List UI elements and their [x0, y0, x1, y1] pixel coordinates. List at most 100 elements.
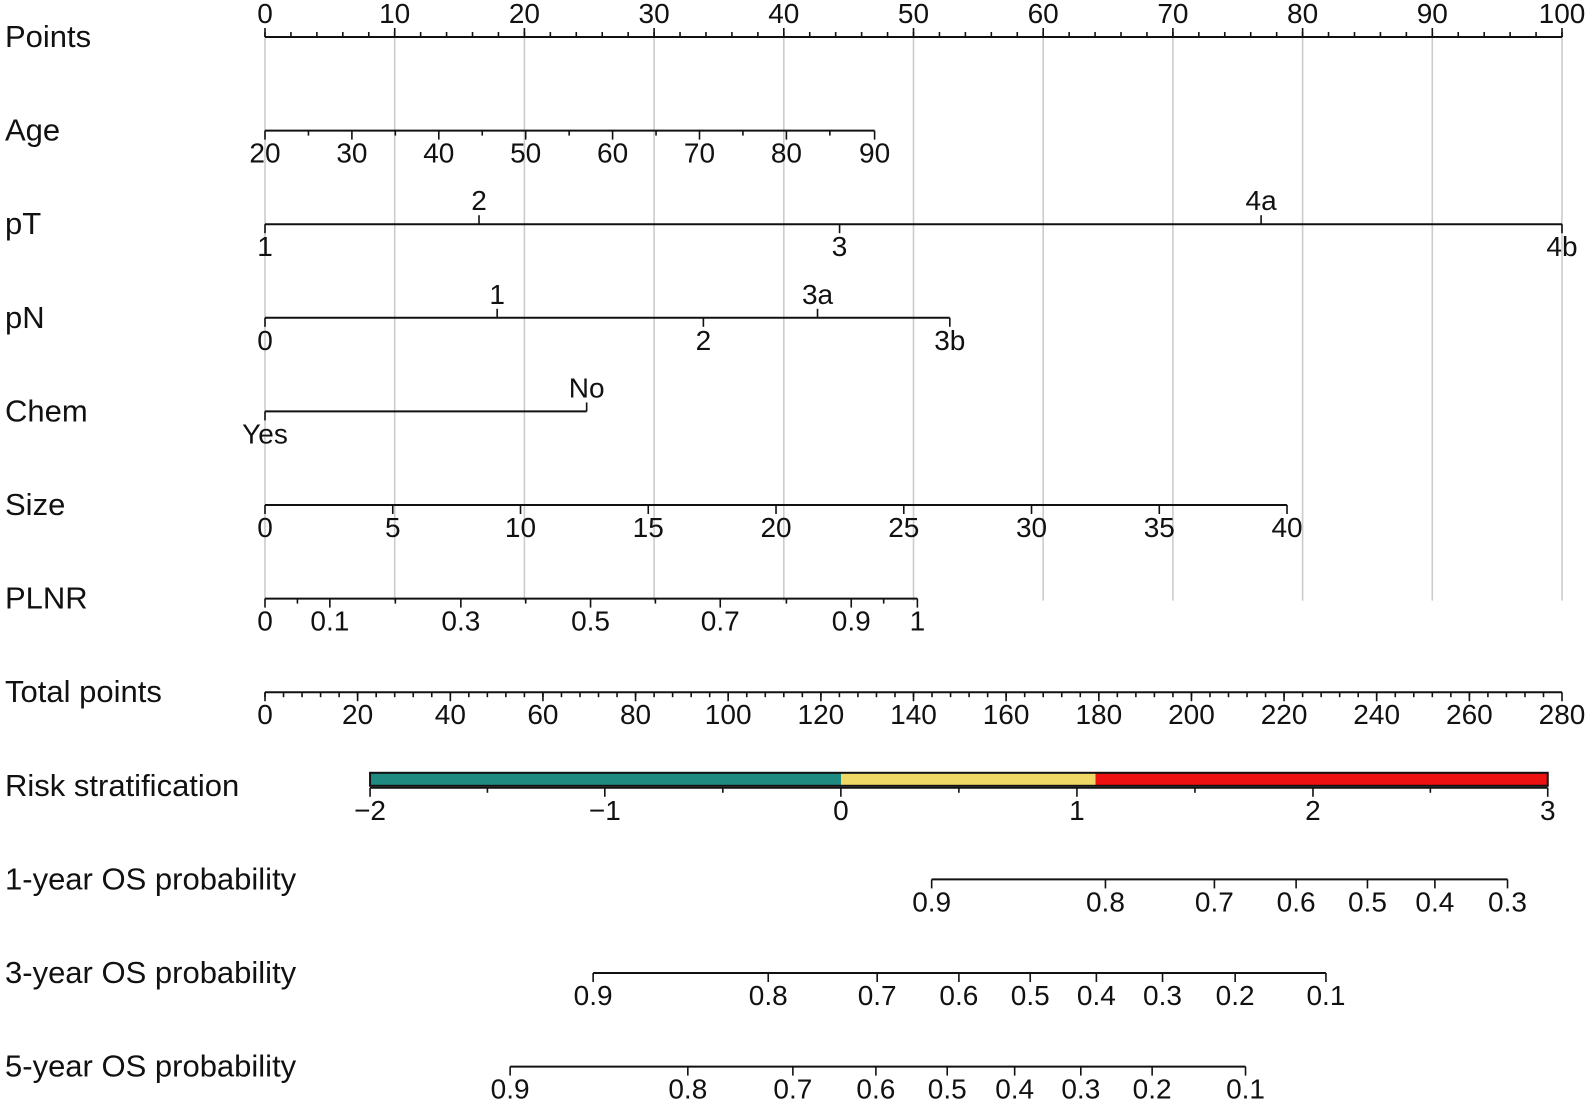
tick-label-age: 30: [336, 138, 367, 169]
tick-label-size: 20: [760, 512, 791, 543]
row-label-pn: pN: [5, 300, 45, 335]
risk-bar-border: [369, 771, 1549, 787]
tick-label-pn: 1: [489, 279, 505, 310]
risk-band: [841, 772, 1096, 786]
tick-label-pt: 3: [832, 231, 848, 262]
tick-label-points: 0: [257, 0, 273, 29]
tick-label-pt: 4a: [1246, 185, 1278, 216]
tick-label-points: 100: [1539, 0, 1586, 29]
tick-label-risk: 3: [1540, 795, 1556, 826]
tick-label-total: 20: [342, 699, 373, 730]
tick-label-size: 5: [385, 512, 401, 543]
tick-label-pn: 3a: [802, 279, 834, 310]
tick-label-os3: 0.9: [574, 980, 613, 1011]
tick-label-os3: 0.7: [858, 980, 897, 1011]
tick-label-total: 260: [1446, 699, 1493, 730]
tick-label-os5: 0.8: [668, 1074, 707, 1105]
row-label-os1: 1-year OS probability: [5, 861, 297, 896]
tick-label-os1: 0.5: [1348, 886, 1387, 917]
tick-label-points: 60: [1028, 0, 1059, 29]
tick-label-age: 20: [249, 138, 280, 169]
risk-band: [370, 772, 842, 786]
tick-label-age: 50: [510, 138, 541, 169]
tick-label-plnr: 0.3: [441, 606, 480, 637]
tick-label-total: 60: [527, 699, 558, 730]
tick-label-pt: 4b: [1546, 231, 1577, 262]
row-label-size: Size: [5, 487, 65, 522]
row-label-os5: 5-year OS probability: [5, 1049, 297, 1084]
tick-label-total: 160: [983, 699, 1030, 730]
tick-label-chem: No: [569, 372, 605, 403]
tick-label-pt: 2: [471, 185, 487, 216]
tick-label-size: 25: [888, 512, 919, 543]
tick-label-os3: 0.1: [1306, 980, 1345, 1011]
tick-label-os1: 0.6: [1277, 886, 1316, 917]
row-label-plnr: PLNR: [5, 581, 88, 616]
tick-label-pn: 0: [257, 325, 273, 356]
row-label-pt: pT: [5, 206, 41, 241]
tick-label-pn: 2: [696, 325, 712, 356]
tick-label-age: 60: [597, 138, 628, 169]
tick-label-points: 40: [768, 0, 799, 29]
tick-label-os3: 0.2: [1216, 980, 1255, 1011]
tick-label-points: 10: [379, 0, 410, 29]
tick-label-points: 70: [1157, 0, 1188, 29]
tick-label-plnr: 0: [257, 606, 273, 637]
tick-label-total: 280: [1539, 699, 1586, 730]
tick-label-points: 20: [509, 0, 540, 29]
tick-label-os5: 0.5: [928, 1074, 967, 1105]
tick-label-points: 50: [898, 0, 929, 29]
row-label-os3: 3-year OS probability: [5, 955, 297, 990]
tick-label-total: 140: [890, 699, 937, 730]
row-label-age: Age: [5, 113, 60, 148]
tick-label-total: 200: [1168, 699, 1215, 730]
tick-label-pn: 3b: [934, 325, 965, 356]
tick-label-plnr: 0.1: [310, 606, 349, 637]
tick-label-os5: 0.6: [856, 1074, 895, 1105]
tick-label-total: 120: [798, 699, 845, 730]
tick-label-plnr: 0.7: [701, 606, 740, 637]
tick-label-os1: 0.7: [1195, 886, 1234, 917]
tick-label-os1: 0.3: [1488, 886, 1527, 917]
tick-label-size: 35: [1144, 512, 1175, 543]
tick-label-os5: 0.2: [1133, 1074, 1172, 1105]
tick-label-plnr: 0.5: [571, 606, 610, 637]
tick-label-total: 180: [1075, 699, 1122, 730]
tick-label-total: 220: [1261, 699, 1308, 730]
tick-label-size: 0: [257, 512, 273, 543]
row-label-points: Points: [5, 19, 91, 54]
tick-label-os3: 0.3: [1143, 980, 1182, 1011]
tick-label-risk: 2: [1305, 795, 1321, 826]
tick-label-age: 80: [771, 138, 802, 169]
tick-label-risk: 0: [833, 795, 849, 826]
tick-label-os3: 0.6: [939, 980, 978, 1011]
tick-label-os3: 0.5: [1011, 980, 1050, 1011]
tick-label-pt: 1: [257, 231, 273, 262]
row-label-risk: Risk stratification: [5, 768, 239, 803]
tick-label-os1: 0.4: [1415, 886, 1454, 917]
tick-label-size: 30: [1016, 512, 1047, 543]
tick-label-risk: −2: [354, 795, 386, 826]
tick-label-os5: 0.9: [491, 1074, 530, 1105]
risk-band: [1095, 772, 1548, 786]
tick-label-size: 40: [1271, 512, 1302, 543]
row-label-chem: Chem: [5, 393, 88, 428]
tick-label-points: 90: [1417, 0, 1448, 29]
tick-label-os5: 0.1: [1226, 1074, 1265, 1105]
tick-label-risk: 1: [1069, 795, 1085, 826]
row-label-total: Total points: [5, 674, 162, 709]
tick-label-plnr: 0.9: [832, 606, 871, 637]
tick-label-os5: 0.4: [995, 1074, 1034, 1105]
tick-label-os1: 0.8: [1086, 886, 1125, 917]
tick-label-points: 30: [639, 0, 670, 29]
tick-label-size: 10: [505, 512, 536, 543]
tick-label-risk: −1: [589, 795, 621, 826]
tick-label-chem: Yes: [242, 418, 288, 449]
tick-label-total: 80: [620, 699, 651, 730]
tick-label-size: 15: [633, 512, 664, 543]
tick-label-os3: 0.8: [749, 980, 788, 1011]
tick-label-plnr: 1: [910, 606, 926, 637]
tick-label-total: 100: [705, 699, 752, 730]
tick-label-age: 70: [684, 138, 715, 169]
